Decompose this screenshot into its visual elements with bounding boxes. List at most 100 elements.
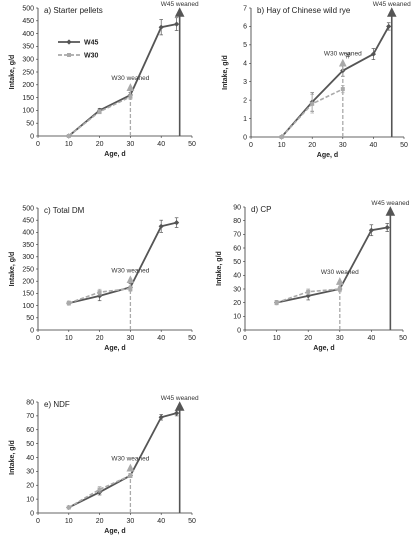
series-line-w45 xyxy=(280,25,390,138)
w45-weaned-label: W45 weaned xyxy=(161,1,199,8)
w30-weaned-label: W30 weaned xyxy=(324,51,362,58)
series-line-w30 xyxy=(68,96,131,137)
data-point-w30 xyxy=(279,135,284,139)
data-point-w30 xyxy=(274,300,279,305)
y-tick-label: 350 xyxy=(22,44,34,51)
y-tick-label: 450 xyxy=(22,18,34,25)
w30-weaned-label: W30 weaned xyxy=(111,456,149,463)
x-tick-label: 40 xyxy=(368,335,376,342)
data-point-w30 xyxy=(128,286,133,291)
y-tick-label: 500 xyxy=(22,5,34,12)
panel-1: 0 50 100 150 200 250 300 350 400 450 500 0 10 20 30 40 5… xyxy=(9,1,199,158)
y-tick-label: 20 xyxy=(26,483,34,490)
x-tick-label: 10 xyxy=(273,335,281,342)
series-line-w45 xyxy=(276,226,388,304)
y-axis-label: Intake, g/d xyxy=(9,55,16,90)
data-point-w45 xyxy=(370,51,376,57)
panel-3: 0 50 100 150 200 250 300 350 400 450 500 0 10 20 30 40 5… xyxy=(9,205,196,352)
panel-title: a) Starter pellets xyxy=(44,6,103,15)
legend-label: W45 xyxy=(84,40,99,47)
y-tick-label: 500 xyxy=(22,205,34,212)
y-tick-label: 200 xyxy=(22,82,34,89)
y-tick-label: 50 xyxy=(26,121,34,128)
y-tick-label: 7 xyxy=(243,5,247,12)
panel-4: 0 10 20 30 40 50 60 70 80 90 0 10 20 30 40 50 Age, d Inta… xyxy=(216,200,410,352)
x-tick-label: 0 xyxy=(36,518,40,525)
x-axis-label: Age, d xyxy=(104,345,125,352)
panel-title: b) Hay of Chinese wild rye xyxy=(257,6,351,15)
y-tick-label: 50 xyxy=(233,259,241,266)
panel-title: d) CP xyxy=(251,205,271,214)
x-tick-label: 50 xyxy=(188,335,196,342)
y-tick-label: 450 xyxy=(22,218,34,225)
x-tick-label: 50 xyxy=(400,142,408,149)
x-tick-label: 50 xyxy=(399,335,407,342)
data-point-w45 xyxy=(384,224,390,231)
y-tick-label: 0 xyxy=(30,133,34,140)
data-point-w45 xyxy=(386,23,392,30)
y-axis-label: Intake, g/d xyxy=(9,252,16,287)
y-tick-label: 100 xyxy=(22,303,34,310)
x-tick-label: 20 xyxy=(96,335,104,342)
data-point-w30 xyxy=(66,134,71,138)
y-tick-label: 50 xyxy=(26,441,34,448)
y-tick-label: 0 xyxy=(237,327,241,334)
w45-weaned-label: W45 weaned xyxy=(371,200,409,207)
y-tick-label: 350 xyxy=(22,242,34,249)
w30-weaned-label: W30 weaned xyxy=(321,269,359,276)
y-tick-label: 1 xyxy=(243,116,247,123)
y-tick-label: 3 xyxy=(243,79,247,86)
x-axis-label: Age, d xyxy=(317,152,338,159)
data-point-w30 xyxy=(66,505,71,510)
x-tick-label: 20 xyxy=(308,142,316,149)
data-point-w30 xyxy=(97,290,102,295)
x-axis-label: Age, d xyxy=(104,151,125,158)
x-tick-label: 30 xyxy=(339,142,347,149)
y-tick-label: 80 xyxy=(26,399,34,406)
w45-weaned-label: W45 weaned xyxy=(373,1,411,8)
y-tick-label: 0 xyxy=(30,327,34,334)
x-tick-label: 0 xyxy=(249,142,253,149)
x-tick-label: 30 xyxy=(336,335,344,342)
y-tick-label: 0 xyxy=(30,510,34,517)
data-point-w45 xyxy=(368,227,374,233)
legend-marker xyxy=(67,53,71,57)
x-axis-label: Age, d xyxy=(104,528,125,535)
data-point-w30 xyxy=(66,301,71,306)
y-tick-label: 2 xyxy=(243,97,247,104)
y-axis-label: Intake, g/d xyxy=(222,55,229,90)
data-point-w45 xyxy=(158,414,164,420)
x-tick-label: 10 xyxy=(278,142,286,149)
y-tick-label: 80 xyxy=(233,218,241,225)
y-tick-label: 300 xyxy=(22,254,34,261)
y-tick-label: 400 xyxy=(22,31,34,38)
data-point-w45 xyxy=(158,223,164,229)
y-tick-label: 60 xyxy=(26,427,34,434)
x-tick-label: 10 xyxy=(65,141,73,148)
data-point-w30 xyxy=(97,487,102,492)
data-point-w45 xyxy=(158,24,164,30)
y-tick-label: 0 xyxy=(243,134,247,141)
x-tick-label: 30 xyxy=(127,518,135,525)
y-tick-label: 400 xyxy=(22,230,34,237)
y-tick-label: 10 xyxy=(26,496,34,503)
x-tick-label: 40 xyxy=(370,142,378,149)
y-tick-label: 5 xyxy=(243,42,247,49)
x-tick-label: 30 xyxy=(127,335,135,342)
y-tick-label: 200 xyxy=(22,279,34,286)
y-tick-label: 4 xyxy=(243,61,247,68)
x-tick-label: 0 xyxy=(36,335,40,342)
y-tick-label: 250 xyxy=(22,266,34,273)
y-tick-label: 150 xyxy=(22,291,34,298)
data-point-w30 xyxy=(306,289,311,294)
legend-label: W30 xyxy=(84,53,99,60)
w30-weaned-label: W30 weaned xyxy=(111,75,149,82)
y-tick-label: 30 xyxy=(26,469,34,476)
x-tick-label: 40 xyxy=(157,141,165,148)
data-point-w45 xyxy=(174,410,180,416)
data-point-w30 xyxy=(340,87,345,92)
data-point-w45 xyxy=(174,21,180,27)
x-tick-label: 40 xyxy=(157,518,165,525)
x-tick-label: 0 xyxy=(243,335,247,342)
data-point-w45 xyxy=(97,293,103,299)
